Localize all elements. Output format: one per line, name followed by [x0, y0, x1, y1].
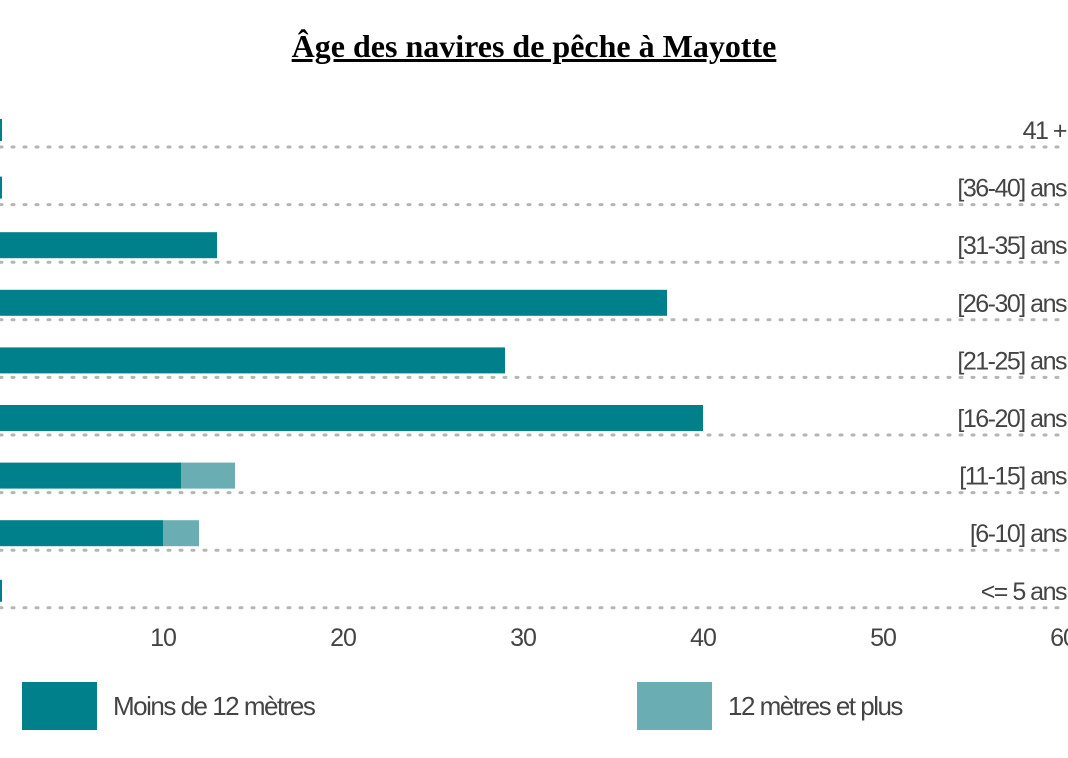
legend-item-series-2: 12 mètres et plus [637, 682, 903, 730]
legend-item-series-1: Moins de 12 mètres [22, 682, 316, 730]
legend-swatch-series-2 [637, 682, 712, 730]
category-label: [26-30] ans [957, 290, 1067, 318]
category-label: [6-10] ans [970, 520, 1067, 548]
category-label: [21-25] ans [957, 347, 1067, 375]
x-tick-label: 10 [150, 624, 176, 652]
bar-series-2 [163, 520, 199, 547]
x-tick-label: 60 [1050, 624, 1068, 652]
category-label: <= 5 ans [981, 578, 1067, 606]
bar-series-1 [0, 579, 2, 602]
category-label: [36-40] ans [957, 175, 1067, 203]
bar-series-1 [0, 405, 703, 431]
category-label: 41 + [1023, 117, 1067, 145]
category-label: [16-20] ans [957, 405, 1067, 433]
chart-title: Âge des navires de pêche à Mayotte [291, 28, 777, 64]
bar-series-2 [181, 462, 235, 489]
bar-chart: 41 + [36-40] ans [31-35] ans [26-30] ans [21… [0, 117, 1068, 652]
x-tick-label: 50 [870, 624, 896, 652]
bar-series-1 [0, 520, 163, 547]
bar-series-1 [0, 289, 667, 316]
legend-label-series-1: Moins de 12 mètres [113, 690, 316, 721]
bar-series-1 [0, 232, 217, 259]
legend-swatch-series-1 [22, 682, 97, 730]
legend-label-series-2: 12 mètres et plus [728, 690, 903, 721]
x-tick-label: 20 [330, 624, 356, 652]
bar-series-1 [0, 347, 505, 374]
category-label: [11-15] ans [959, 463, 1067, 491]
x-tick-label: 40 [690, 624, 716, 652]
bar-series-1 [0, 176, 2, 199]
category-label: [31-35] ans [957, 232, 1067, 260]
bar-series-1 [0, 462, 181, 489]
bar-series-1 [0, 119, 2, 141]
x-tick-label: 30 [510, 624, 536, 652]
